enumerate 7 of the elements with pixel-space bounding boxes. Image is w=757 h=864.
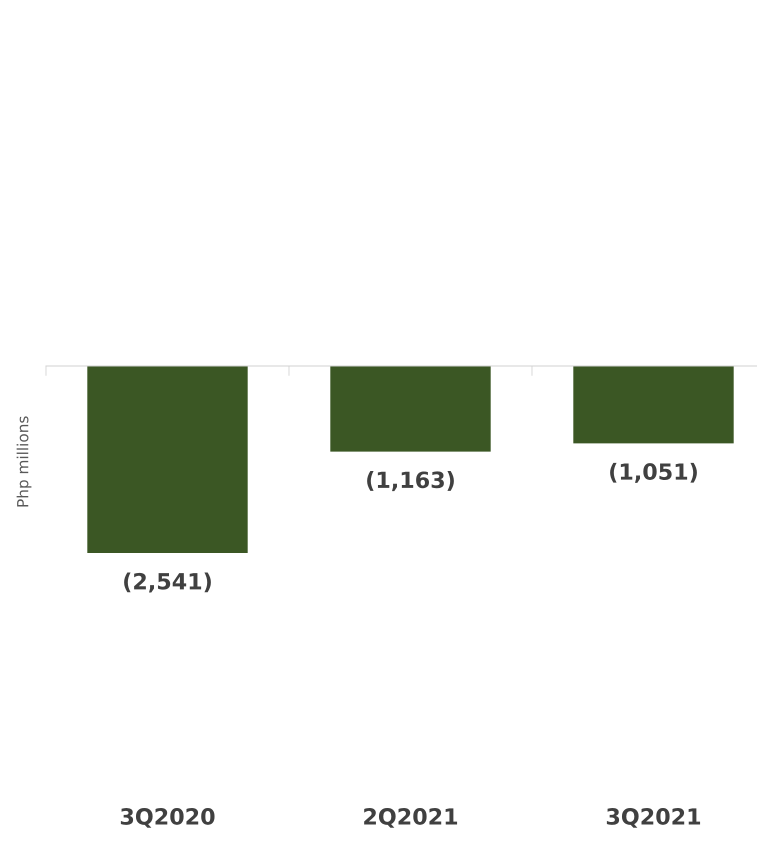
y-axis-title: Php millions [16, 416, 32, 506]
x-tick-label: 3Q2020 [120, 808, 215, 828]
x-tick-label: 2Q2021 [364, 808, 458, 828]
data-label: (1,163) [367, 471, 454, 492]
data-label: (2,541) [124, 572, 211, 592]
x-tick-label: 3Q2021 [606, 808, 700, 828]
data-label: (1,051) [610, 462, 697, 483]
